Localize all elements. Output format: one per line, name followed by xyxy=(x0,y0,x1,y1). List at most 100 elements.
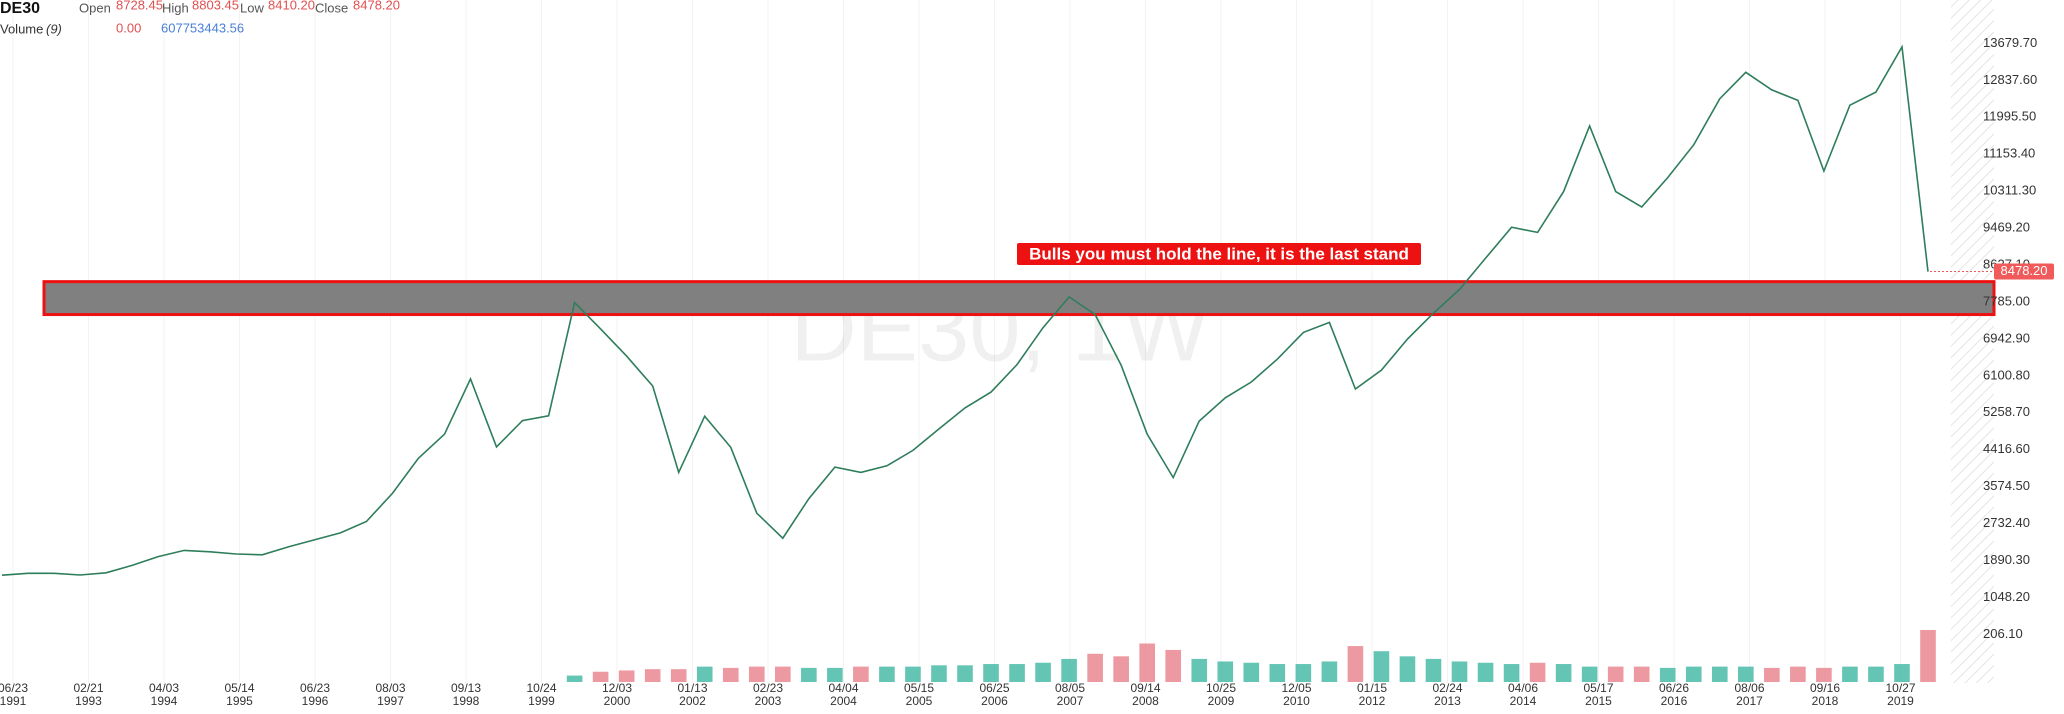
volume-bar xyxy=(853,666,869,682)
x-tick-label: 12/03 xyxy=(602,681,632,695)
volume-bar xyxy=(1503,664,1520,682)
y-tick-label: 9469.20 xyxy=(1983,220,2030,235)
volume-bar xyxy=(1868,666,1884,682)
volume-bar xyxy=(1425,658,1442,682)
y-tick-label: 1048.20 xyxy=(1983,589,2030,604)
x-tick-label: 2010 xyxy=(1283,694,1310,708)
volume-bar xyxy=(1451,661,1468,682)
volume-bar xyxy=(1269,664,1286,682)
volume-value: 0.00 xyxy=(116,20,141,35)
ohlc-value: 8478.20 xyxy=(353,0,400,12)
x-tick-label: 12/05 xyxy=(1281,681,1311,695)
y-tick-label: 6100.80 xyxy=(1983,367,2030,382)
volume-bar xyxy=(983,664,999,682)
volume-bar xyxy=(1633,666,1650,682)
x-tick-label: 1997 xyxy=(377,694,404,708)
volume-bar xyxy=(1738,666,1754,682)
x-tick-label: 06/23 xyxy=(0,681,28,695)
ohlc-label: High xyxy=(162,0,189,15)
y-tick-label: 11153.40 xyxy=(1983,146,2035,161)
x-tick-label: 06/26 xyxy=(1659,681,1689,695)
x-tick-label: 06/25 xyxy=(979,681,1009,695)
annotation: Bulls you must hold the line, it is the … xyxy=(1029,244,1409,263)
last-price-label: 8478.20 xyxy=(2001,263,2048,278)
volume-bar xyxy=(1191,658,1208,682)
volume-bar xyxy=(1477,662,1494,682)
x-tick-label: 2017 xyxy=(1736,694,1763,708)
y-tick-label: 5258.70 xyxy=(1983,404,2030,419)
x-tick-label: 09/14 xyxy=(1130,681,1160,695)
x-tick-label: 2004 xyxy=(830,694,857,708)
volume-bar xyxy=(1061,658,1077,682)
symbol: DE30 xyxy=(0,0,40,17)
volume-value: 607753443.56 xyxy=(161,20,244,35)
volume-bar xyxy=(1711,666,1728,682)
y-tick-label: 11995.50 xyxy=(1983,109,2036,124)
volume-bar xyxy=(722,667,739,682)
volume-bar xyxy=(1139,643,1155,682)
volume-bar xyxy=(1659,667,1676,682)
x-tick-label: 01/15 xyxy=(1357,681,1387,695)
volume-bar xyxy=(1217,661,1234,682)
volume-bar xyxy=(618,670,635,682)
volume-bar xyxy=(957,665,973,682)
x-tick-label: 2019 xyxy=(1887,694,1914,708)
volume-bar xyxy=(879,666,895,682)
x-tick-label: 2007 xyxy=(1057,694,1084,708)
ohlc-value: 8410.20 xyxy=(268,0,315,12)
volume-length: (9) xyxy=(46,21,62,36)
x-tick-label: 04/06 xyxy=(1508,681,1538,695)
volume-bar xyxy=(1685,666,1702,682)
x-tick-label: 02/24 xyxy=(1432,681,1462,695)
y-tick-label: 12837.60 xyxy=(1983,72,2037,87)
x-tick-label: 1994 xyxy=(151,694,178,708)
y-tick-label: 1890.30 xyxy=(1983,552,2030,567)
volume-bar xyxy=(1113,656,1129,682)
volume-bar xyxy=(1581,666,1598,682)
x-tick-label: 09/13 xyxy=(451,681,481,695)
volume-bar xyxy=(592,671,609,682)
x-tick-label: 2018 xyxy=(1812,694,1839,708)
x-tick-label: 2008 xyxy=(1132,694,1159,708)
x-tick-label: 1996 xyxy=(302,694,329,708)
y-tick-label: 4416.60 xyxy=(1983,441,2030,456)
volume-bar xyxy=(566,675,583,682)
x-tick-label: 02/23 xyxy=(753,681,783,695)
volume-bar xyxy=(1399,656,1416,682)
y-tick-label: 2732.40 xyxy=(1983,515,2030,530)
volume-bar xyxy=(1842,666,1858,682)
volume-label: Volume xyxy=(0,21,43,36)
x-tick-label: 02/21 xyxy=(73,681,103,695)
volume-bar xyxy=(1295,664,1312,682)
volume-bar xyxy=(1009,664,1025,682)
x-tick-label: 01/13 xyxy=(677,681,707,695)
volume-bar xyxy=(748,666,765,682)
x-tick-label: 05/15 xyxy=(904,681,934,695)
volume-bar xyxy=(1243,662,1260,682)
volume-bar xyxy=(827,667,843,682)
x-tick-label: 05/17 xyxy=(1583,681,1613,695)
x-tick-label: 1998 xyxy=(453,694,480,708)
x-tick-label: 2003 xyxy=(755,694,782,708)
support-zone xyxy=(42,280,1996,317)
x-tick-label: 08/03 xyxy=(375,681,405,695)
volume-bar xyxy=(1529,662,1546,682)
volume-bar xyxy=(644,669,661,682)
ohlc-label: Low xyxy=(240,0,264,15)
legend-header: DE30 Open 8728.45 High 8803.45 Low 8410.… xyxy=(0,0,400,36)
x-tick-label: 1993 xyxy=(75,694,102,708)
volume-bar xyxy=(1607,666,1624,682)
x-tick-label: 2000 xyxy=(604,694,631,708)
volume-bar xyxy=(1347,646,1364,682)
price-line xyxy=(1,44,1929,576)
volume-bar xyxy=(1816,667,1832,682)
volume-bar xyxy=(1087,653,1103,682)
x-tick-label: 2014 xyxy=(1510,694,1537,708)
x-tick-label: 10/24 xyxy=(526,681,556,695)
volume-bar xyxy=(801,667,817,682)
x-tick-label: 06/23 xyxy=(300,681,330,695)
volume-bar xyxy=(1165,649,1182,682)
volume-bar xyxy=(1321,661,1338,682)
x-tick-label: 1991 xyxy=(0,694,27,708)
